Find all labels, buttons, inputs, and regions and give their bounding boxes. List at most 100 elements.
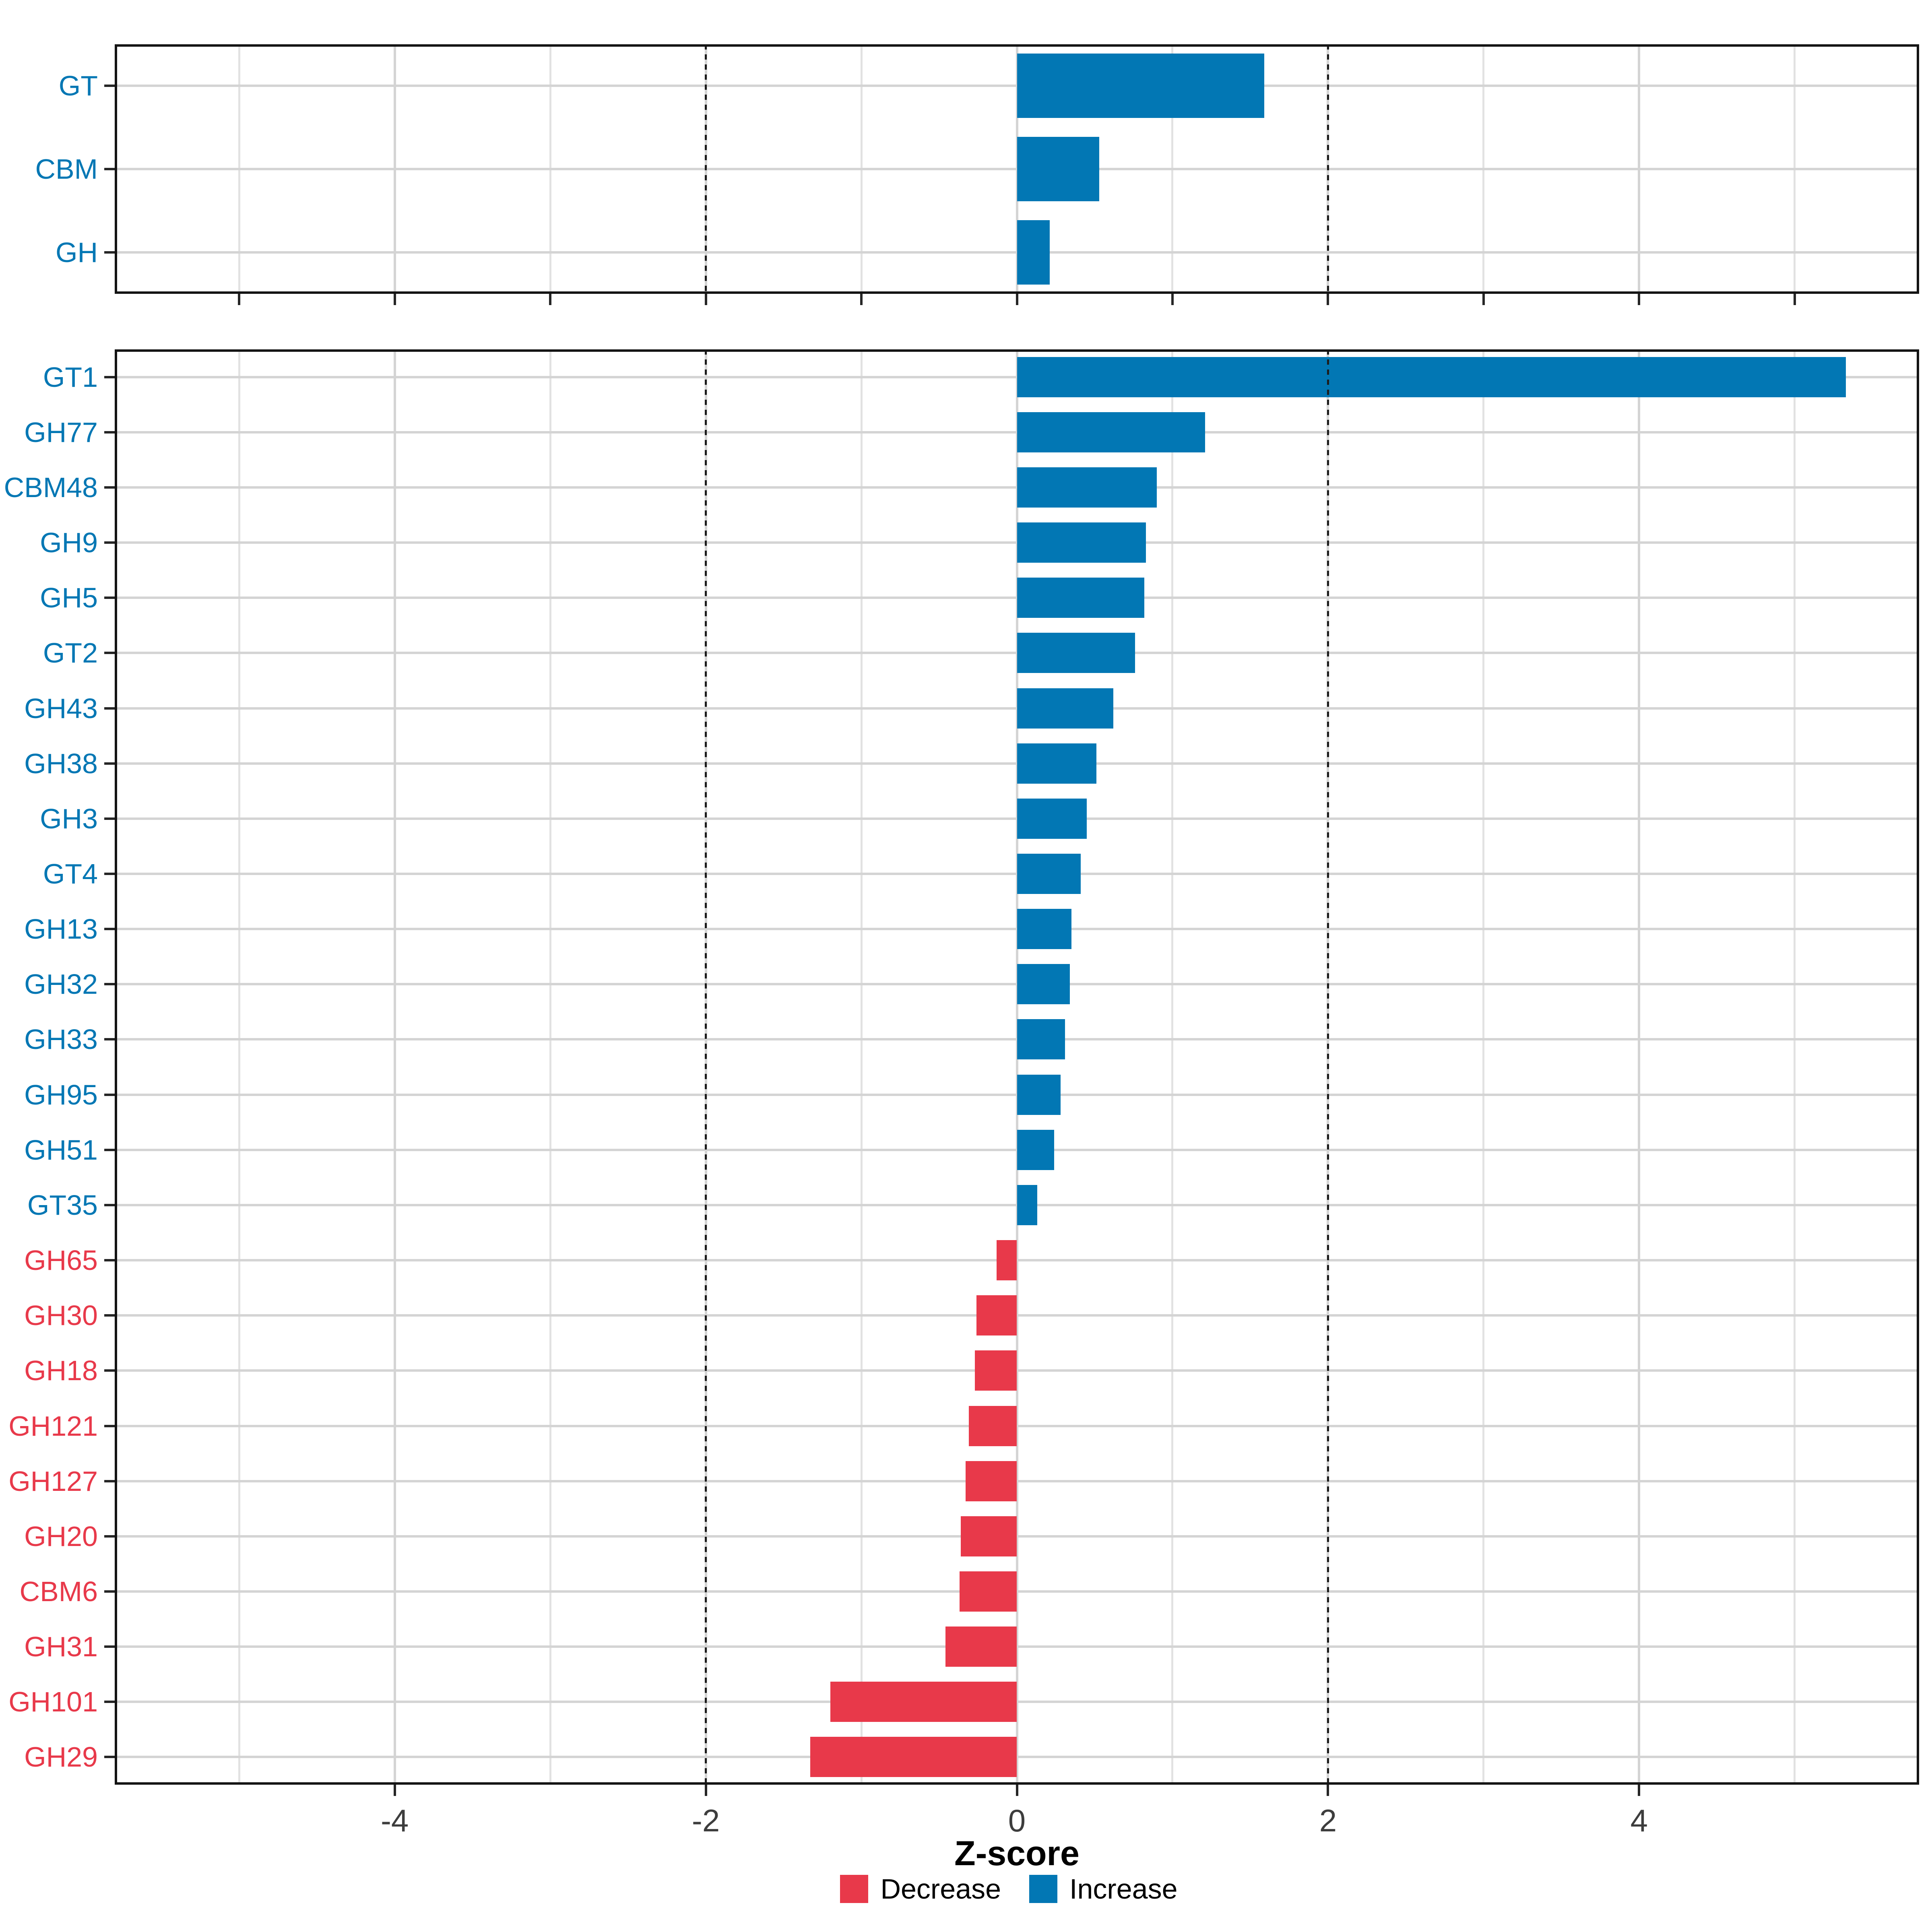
bar-increase <box>1017 137 1100 201</box>
bar-decrease <box>945 1627 1017 1667</box>
x-axis-tick <box>1171 294 1174 305</box>
gridline-vertical-major <box>393 349 396 1785</box>
y-axis-tick <box>104 1590 115 1593</box>
x-axis-tick <box>1638 294 1641 305</box>
y-axis-label: GT4 <box>43 858 98 890</box>
y-axis-label: GT <box>58 70 98 102</box>
y-axis-label: GH38 <box>24 747 98 779</box>
x-axis-tick <box>1793 294 1796 305</box>
y-axis-label: GH121 <box>8 1410 98 1442</box>
y-axis-tick <box>104 1701 115 1703</box>
y-axis-tick <box>104 168 115 170</box>
bar-increase <box>1017 909 1071 949</box>
bar-increase <box>1017 467 1157 508</box>
x-axis-tick <box>1638 1785 1641 1796</box>
legend: Decrease Increase <box>115 1871 1919 1907</box>
x-axis-tick <box>1482 294 1485 305</box>
y-axis-label: CBM <box>35 153 98 185</box>
gridline-vertical-minor <box>1482 349 1485 1785</box>
gridline-row <box>115 1535 1919 1538</box>
legend-label-increase: Increase <box>1069 1873 1178 1905</box>
bar-increase <box>1017 964 1070 1005</box>
y-axis-label: GT2 <box>43 637 98 669</box>
y-axis-label: CBM48 <box>4 471 98 503</box>
y-axis-label: GT1 <box>43 361 98 393</box>
x-axis-tick <box>1016 1785 1018 1796</box>
y-axis-label: GH32 <box>24 968 98 1000</box>
x-axis-tick <box>704 294 707 305</box>
y-axis-tick <box>104 1535 115 1538</box>
y-axis-tick <box>104 872 115 875</box>
y-axis-label: GH95 <box>24 1079 98 1110</box>
y-axis-tick <box>104 817 115 820</box>
y-axis-tick <box>104 1148 115 1151</box>
y-axis-label: GH3 <box>40 803 98 834</box>
bar-increase <box>1017 1185 1037 1225</box>
dashed-reference-line <box>705 349 707 1785</box>
bar-increase <box>1017 798 1087 839</box>
gridline-vertical-minor <box>1794 349 1796 1785</box>
gridline-row <box>115 1590 1919 1593</box>
y-axis-tick <box>104 486 115 489</box>
y-axis-label: GH77 <box>24 416 98 448</box>
gridline-row <box>115 1701 1919 1703</box>
gridline-vertical-minor <box>238 349 240 1785</box>
bar-decrease <box>959 1571 1017 1612</box>
x-axis-title: Z-score <box>954 1834 1080 1873</box>
x-axis-tick <box>393 1785 396 1796</box>
y-axis-tick <box>104 251 115 254</box>
gridline-vertical-major <box>1638 349 1641 1785</box>
y-axis-label: GH31 <box>24 1631 98 1663</box>
y-axis-tick <box>104 376 115 378</box>
legend-label-decrease: Decrease <box>880 1873 1001 1905</box>
bar-increase <box>1017 54 1264 118</box>
y-axis-tick <box>104 541 115 544</box>
x-axis-tick <box>704 1785 707 1796</box>
bar-decrease <box>810 1737 1017 1777</box>
bar-decrease <box>997 1240 1017 1281</box>
y-axis-label: GH127 <box>8 1465 98 1497</box>
bar-increase <box>1017 220 1050 285</box>
dashed-reference-line <box>705 44 707 294</box>
y-axis-tick <box>104 597 115 599</box>
dashed-reference-line <box>1327 44 1329 294</box>
y-axis-label: GH <box>56 236 98 268</box>
y-axis-label: GH33 <box>24 1024 98 1055</box>
bar-increase <box>1017 1019 1065 1060</box>
y-axis-label: GH29 <box>24 1741 98 1773</box>
y-axis-label: GH18 <box>24 1355 98 1387</box>
gridline-row <box>115 1314 1919 1317</box>
bar-increase <box>1017 633 1135 673</box>
x-axis-tick-label: -4 <box>380 1803 409 1838</box>
bar-decrease <box>968 1406 1017 1446</box>
y-axis-tick <box>104 1756 115 1759</box>
y-axis-label: CBM6 <box>19 1575 98 1607</box>
x-axis-tick <box>549 294 552 305</box>
x-axis-tick <box>1327 1785 1329 1796</box>
y-axis-tick <box>104 85 115 87</box>
y-axis-label: GT35 <box>27 1189 98 1221</box>
gridline-row <box>115 1259 1919 1262</box>
gridline-row <box>115 1369 1919 1372</box>
y-axis-label: GH5 <box>40 582 98 614</box>
gridline-row <box>115 1756 1919 1759</box>
bar-decrease <box>961 1516 1017 1556</box>
y-axis-tick <box>104 1424 115 1427</box>
bar-increase <box>1017 1074 1061 1115</box>
bar-increase <box>1017 1129 1055 1170</box>
y-axis-tick <box>104 1093 115 1096</box>
x-axis-tick-label: -2 <box>691 1803 720 1838</box>
y-axis-label: GH65 <box>24 1245 98 1276</box>
bar-increase <box>1017 357 1846 397</box>
bar-decrease <box>975 1350 1017 1391</box>
bar-increase <box>1017 522 1146 563</box>
dashed-reference-line <box>1327 349 1329 1785</box>
y-axis-label: GH43 <box>24 692 98 724</box>
legend-swatch-increase-icon <box>1029 1875 1058 1903</box>
x-axis-tick <box>238 294 241 305</box>
x-axis-tick <box>1016 294 1018 305</box>
y-axis-tick <box>104 762 115 765</box>
y-axis-label: GH9 <box>40 527 98 559</box>
y-axis-tick <box>104 1645 115 1648</box>
